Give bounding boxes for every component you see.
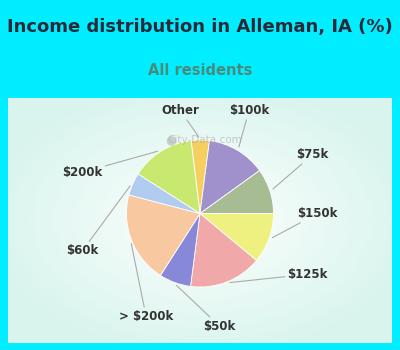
Wedge shape [191,140,210,214]
Wedge shape [190,214,256,287]
Text: $50k: $50k [176,285,236,333]
Text: City-Data.com: City-Data.com [168,135,242,145]
Text: All residents: All residents [148,63,252,78]
Text: $100k: $100k [229,104,269,147]
Text: $200k: $200k [62,151,158,179]
Wedge shape [126,195,200,275]
Wedge shape [200,214,274,260]
Text: $75k: $75k [273,148,329,189]
Text: Other: Other [162,104,199,137]
Text: > $200k: > $200k [119,243,173,323]
Wedge shape [138,141,200,214]
Wedge shape [129,174,200,214]
Text: $125k: $125k [230,268,328,282]
Wedge shape [200,170,274,214]
Text: Income distribution in Alleman, IA (%): Income distribution in Alleman, IA (%) [7,19,393,36]
Text: $60k: $60k [66,186,130,257]
Text: ●: ● [165,133,176,147]
Wedge shape [160,214,200,286]
Wedge shape [200,141,260,214]
Text: $150k: $150k [272,207,338,238]
